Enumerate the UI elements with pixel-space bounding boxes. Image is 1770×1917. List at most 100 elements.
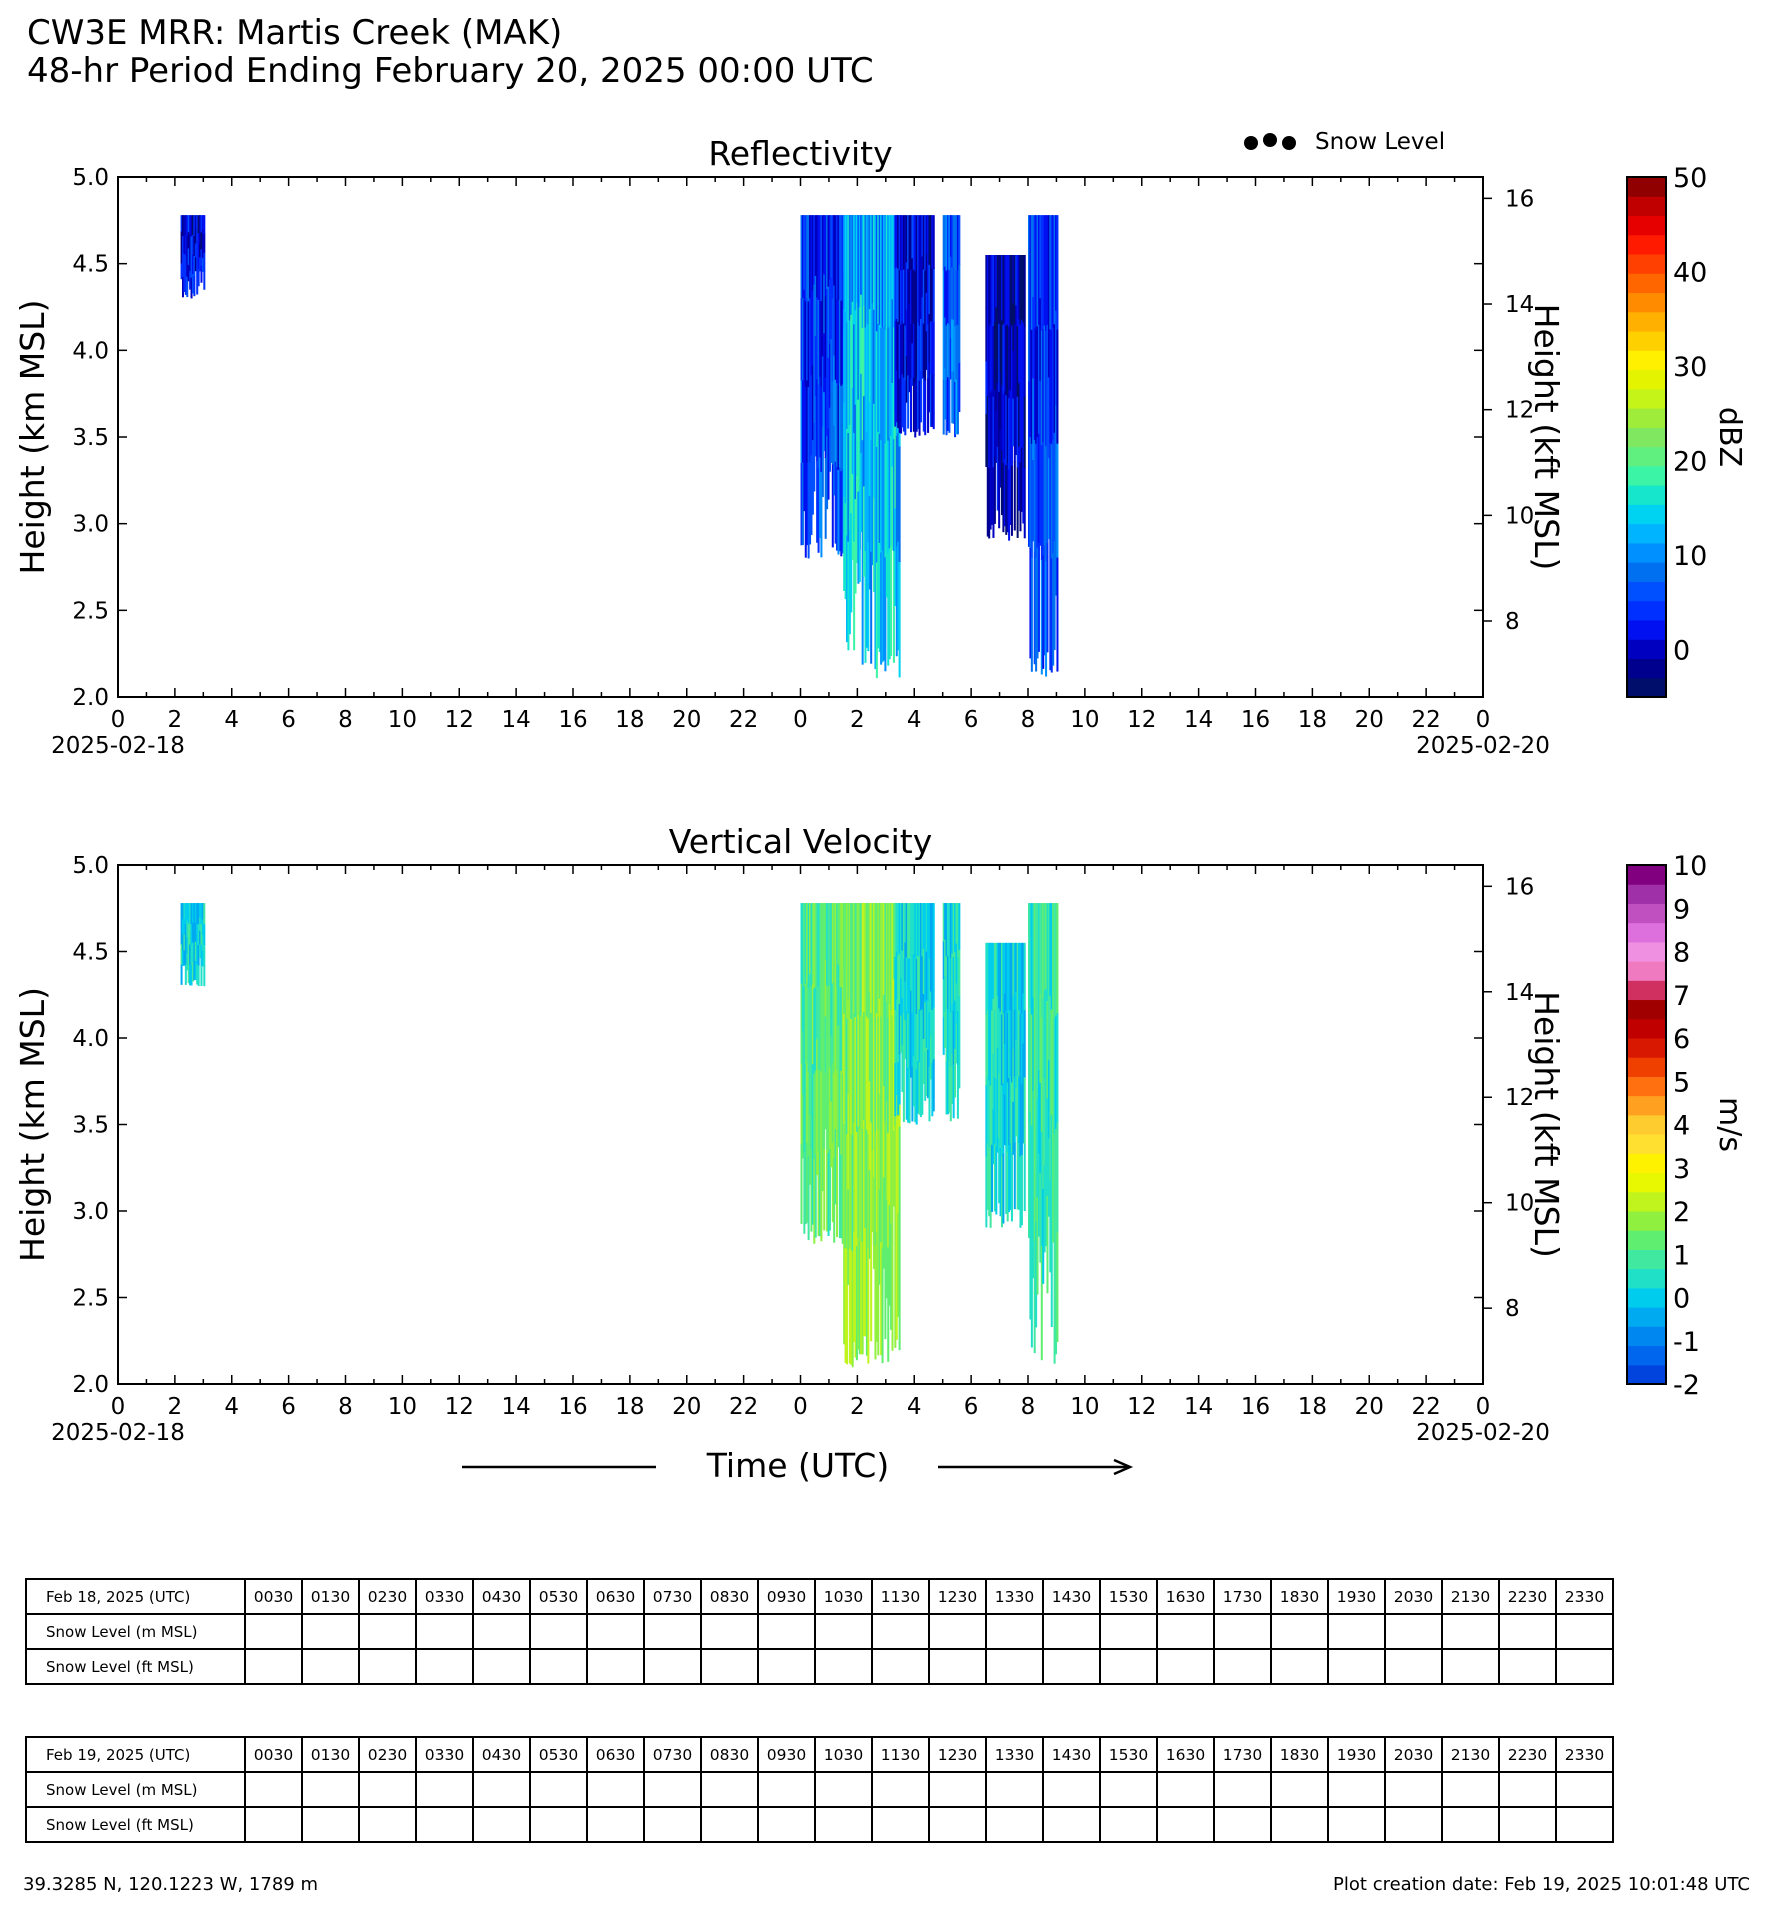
- echo-cell: [804, 300, 807, 387]
- colorbar-segment: [1627, 922, 1666, 943]
- echo-cell: [912, 215, 915, 270]
- colorbar-tick-label: 7: [1673, 981, 1690, 1012]
- snow-table-value-cell: [1213, 1806, 1272, 1843]
- echo-cell: [801, 379, 804, 463]
- echo-cell: [870, 327, 873, 440]
- echo-cell: [814, 335, 817, 397]
- echo-cell: [875, 446, 878, 563]
- snow-table-date-label: Feb 19, 2025 (UTC): [25, 1736, 246, 1773]
- echo-cell: [995, 358, 998, 412]
- snow-table-value-cell: [700, 1648, 759, 1685]
- echo-cell: [847, 541, 850, 651]
- echo-cell: [927, 215, 930, 271]
- site-location: 39.3285 N, 120.1223 W, 1789 m: [23, 1874, 318, 1895]
- echo-cell: [1049, 328, 1052, 443]
- echo-cell: [877, 215, 880, 324]
- colorbar-segment: [1627, 677, 1666, 698]
- echo-cell: [1030, 1235, 1033, 1348]
- echo-cell: [908, 347, 911, 393]
- snow-table-value-cell: [1441, 1613, 1500, 1650]
- echo-cell: [1028, 297, 1031, 382]
- echo-cell: [882, 215, 885, 327]
- echo-cell: [843, 215, 846, 310]
- echo-cell: [1045, 560, 1048, 677]
- echo-cell: [924, 903, 927, 953]
- echo-cell: [1036, 1000, 1039, 1100]
- echo-cell: [925, 1047, 928, 1097]
- echo-cell: [904, 324, 907, 381]
- echo-cell: [813, 1158, 816, 1244]
- x-end-date: 2025-02-20: [1416, 1420, 1550, 1446]
- colorbar-segment: [1627, 542, 1666, 563]
- x-tick-label: 0: [111, 1394, 126, 1420]
- echo-cell: [892, 215, 895, 328]
- echo-cell: [1045, 988, 1048, 1075]
- echo-cell: [847, 215, 850, 325]
- echo-cell: [826, 215, 829, 290]
- echo-cell: [1030, 443, 1033, 558]
- echo-cell: [898, 1126, 901, 1239]
- snow-table-value-cell: [1099, 1613, 1158, 1650]
- echo-cell: [952, 956, 955, 1011]
- echo-cell: [850, 413, 853, 514]
- snow-table-value-cell: [1498, 1806, 1557, 1843]
- echo-cell: [1023, 1009, 1026, 1078]
- colorbar-tick-label: 10: [1673, 541, 1707, 572]
- echo-cell: [918, 270, 921, 326]
- echo-cell: [996, 995, 999, 1049]
- echo-cell: [986, 1009, 989, 1077]
- echo-cell: [1035, 1114, 1038, 1222]
- echo-cell: [924, 379, 927, 436]
- echo-cell: [846, 534, 849, 643]
- echo-cell: [1032, 1090, 1035, 1185]
- echo-cell: [895, 1121, 898, 1231]
- echo-cell: [892, 438, 895, 552]
- echo-data: [180, 903, 1059, 1368]
- echo-cell: [196, 234, 199, 256]
- echo-cell: [907, 268, 910, 323]
- snow-table-time-cell: 2230: [1498, 1578, 1557, 1615]
- echo-cell: [1055, 1128, 1058, 1242]
- echo-cell: [811, 1143, 814, 1225]
- echo-cell: [875, 330, 878, 447]
- echo-cell: [890, 435, 893, 546]
- snow-table-row-label: Snow Level (m MSL): [25, 1771, 246, 1808]
- snow-table-value-cell: [1099, 1806, 1158, 1843]
- echo-cell: [1036, 1098, 1039, 1197]
- echo-cell: [858, 1128, 861, 1242]
- echo-cell: [929, 215, 932, 269]
- echo-cell: [817, 383, 820, 469]
- echo-cell: [816, 1106, 819, 1176]
- echo-cell: [888, 1104, 891, 1206]
- echo-cell: [853, 541, 856, 651]
- snow-table-value-cell: [1384, 1648, 1443, 1685]
- echo-cell: [900, 215, 903, 271]
- echo-cell: [853, 432, 856, 542]
- echo-cell: [818, 215, 821, 297]
- x-tick-label: 14: [501, 707, 530, 733]
- y-axis-label: Height (km MSL): [13, 987, 52, 1262]
- echo-cell: [1049, 215, 1052, 330]
- colorbar-segment: [1627, 1211, 1666, 1231]
- echo-cell: [851, 1134, 854, 1252]
- snow-table-value-cell: [1498, 1648, 1557, 1685]
- echo-cell: [200, 231, 203, 250]
- colorbar-segment: [1627, 980, 1666, 1001]
- echo-cell: [821, 426, 824, 498]
- echo-cell: [1043, 1164, 1046, 1253]
- echo-cell: [922, 993, 925, 1040]
- echo-cell: [956, 956, 959, 1012]
- colorbar-segment: [1627, 1345, 1666, 1366]
- echo-cell: [1045, 1074, 1048, 1161]
- echo-cell: [199, 916, 202, 931]
- snow-table-time-cell: 0730: [643, 1578, 702, 1615]
- echo-cell: [905, 261, 908, 310]
- echo-cell: [1016, 1009, 1019, 1077]
- echo-cell: [190, 903, 193, 925]
- echo-cell: [919, 956, 922, 1011]
- echo-cell: [1047, 981, 1050, 1061]
- echo-cell: [855, 301, 858, 390]
- echo-cell: [809, 379, 812, 463]
- y-tick-label: 5.0: [72, 853, 109, 879]
- echo-cell: [1003, 390, 1006, 459]
